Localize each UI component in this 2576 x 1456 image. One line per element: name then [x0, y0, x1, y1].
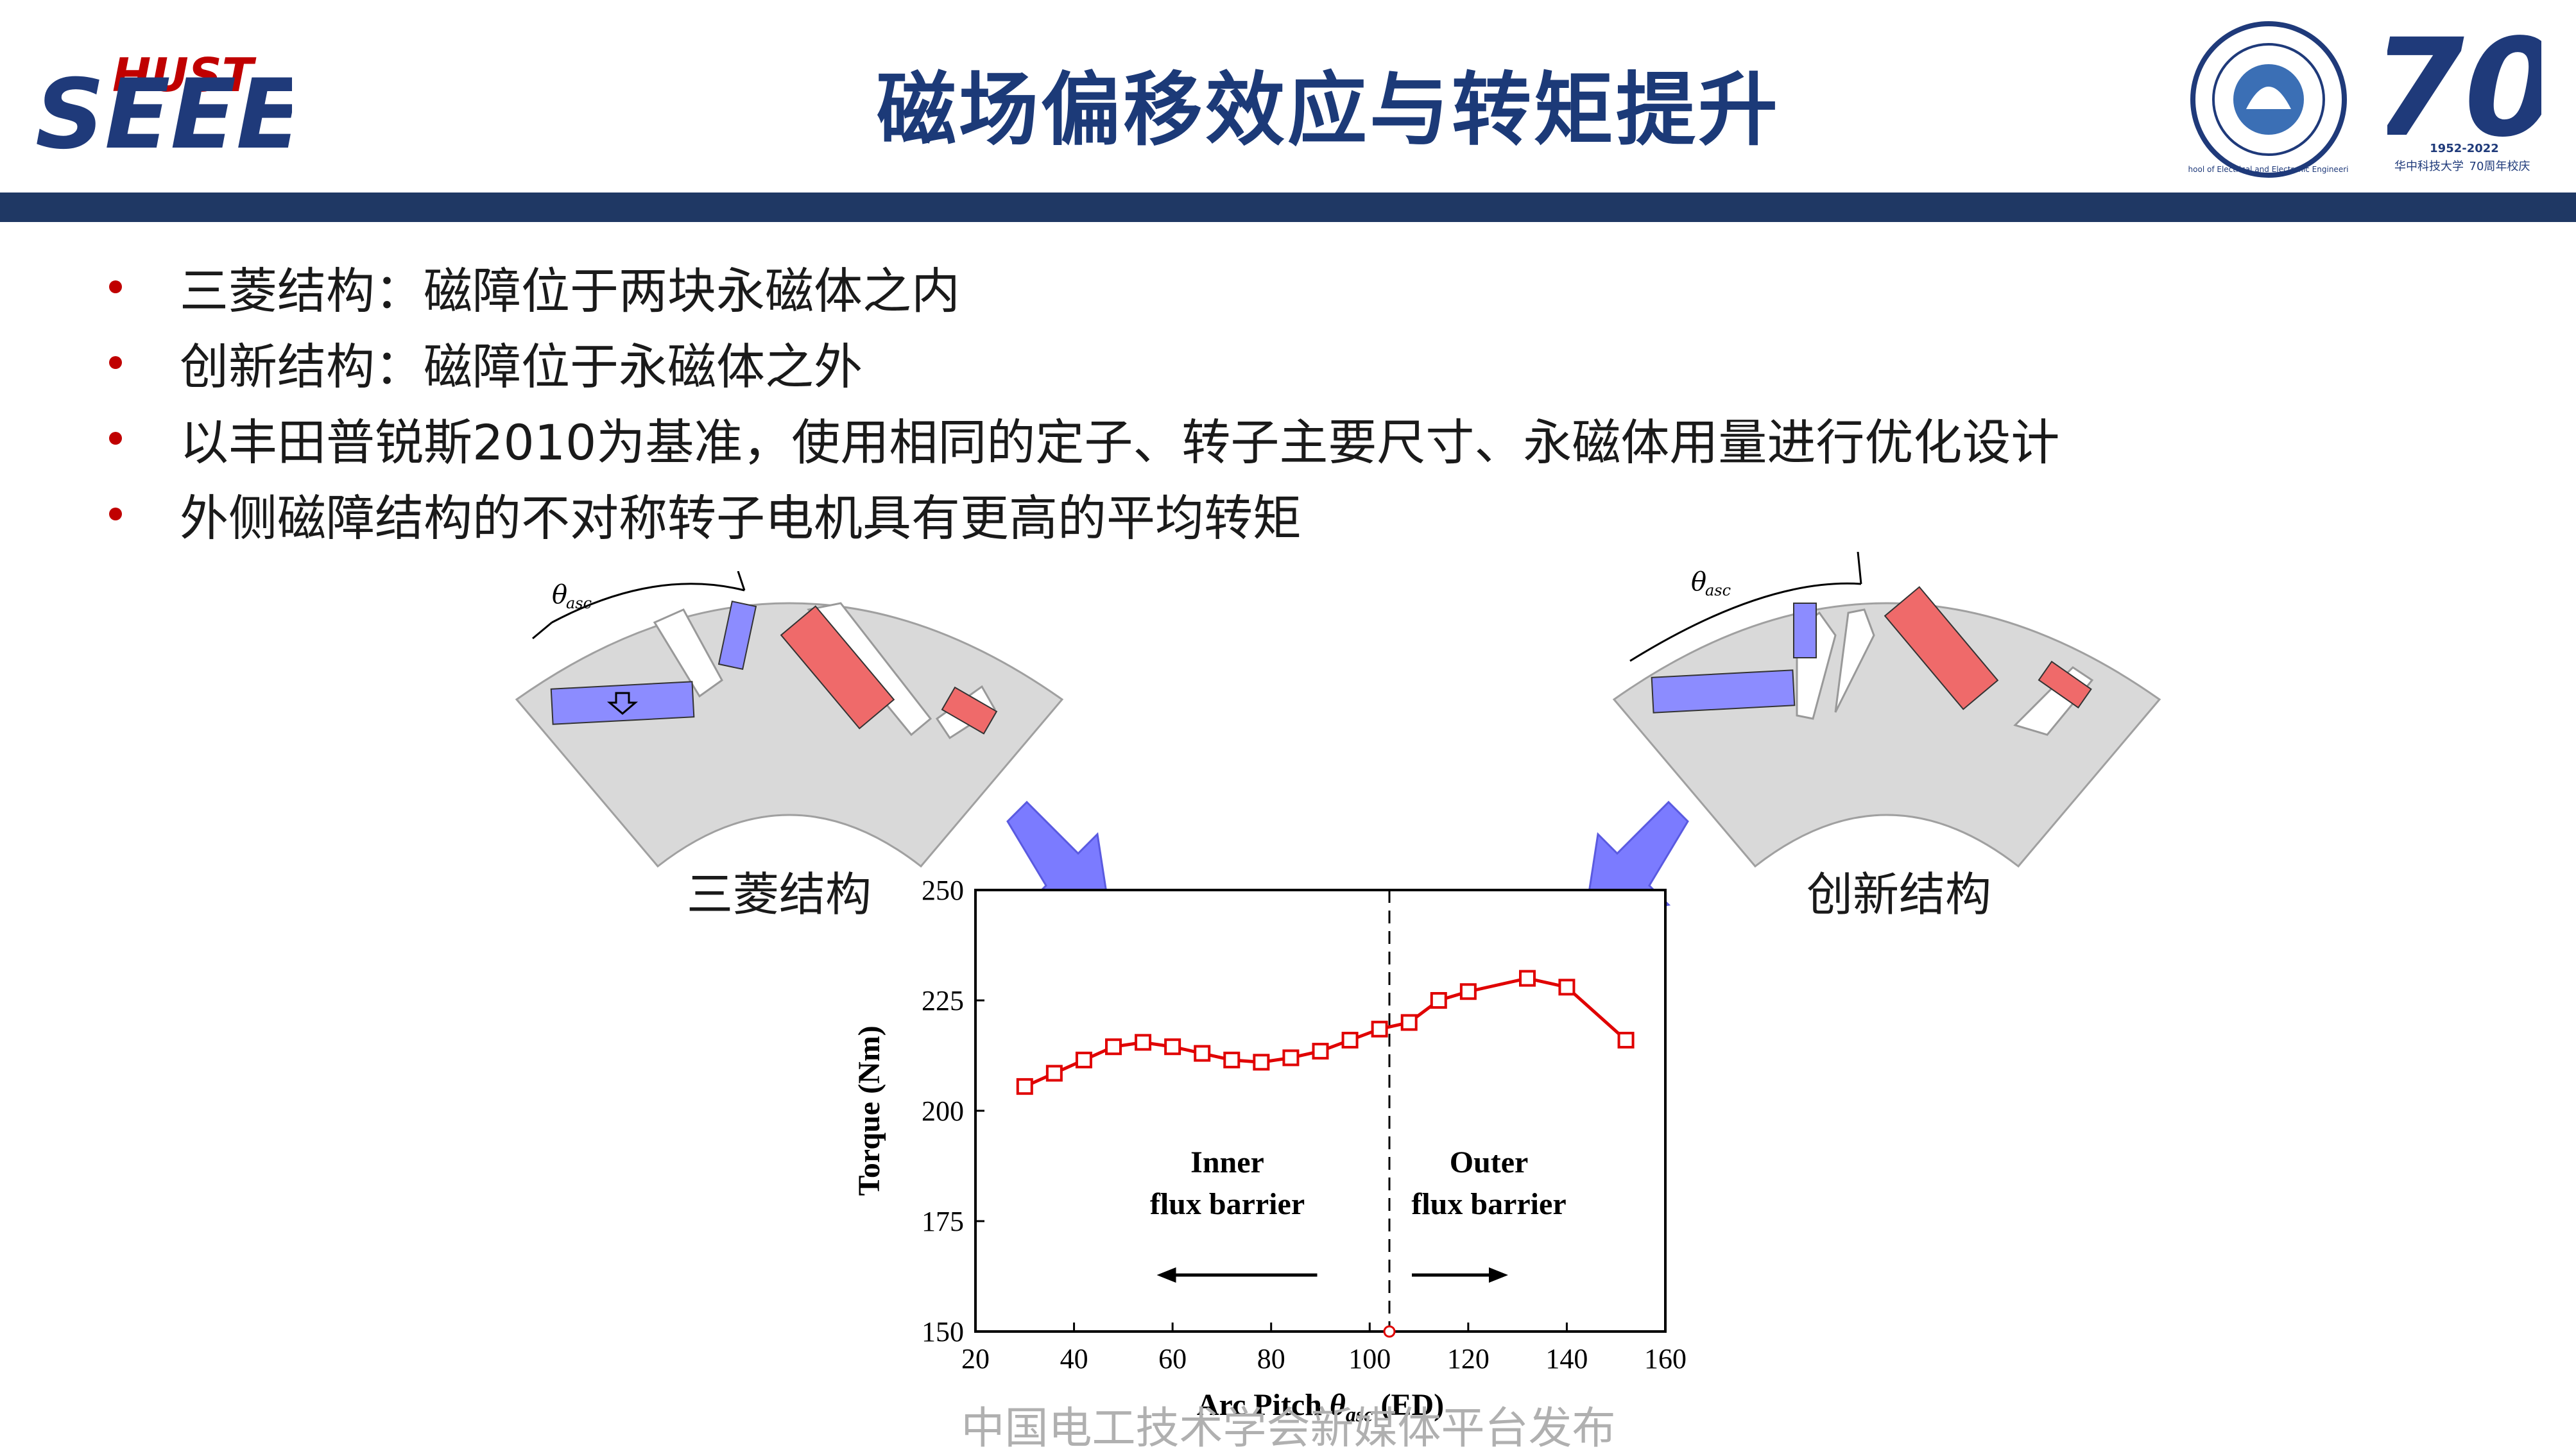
x-tick-label: 160 [1644, 1343, 1687, 1375]
angle-theta-left: θ [552, 580, 567, 610]
annotation-line1: Inner [1190, 1145, 1264, 1179]
page-title: 磁场偏移效应与转矩提升 [876, 64, 1780, 157]
data-point [1400, 1014, 1418, 1031]
anniversary-line2: 70周年校庆 [2469, 160, 2530, 173]
header-band [0, 193, 2576, 222]
divider-marker [1383, 1325, 1396, 1338]
bullet-item: 外侧磁障结构的不对称转子电机具有更高的平均转矩 [109, 476, 2059, 552]
annotation-line2: flux barrier [1411, 1187, 1566, 1221]
data-point [1135, 1034, 1152, 1051]
x-tick-label: 80 [1257, 1343, 1285, 1375]
data-point [1617, 1031, 1635, 1049]
rotor-caption-left: 三菱结构 [687, 868, 872, 921]
data-point [1282, 1049, 1300, 1066]
x-tick-label: 140 [1545, 1343, 1588, 1375]
data-point [1459, 983, 1477, 1000]
x-tick-label: 100 [1348, 1343, 1391, 1375]
y-tick-label: 225 [922, 985, 964, 1016]
bullet-item: 三菱结构：磁障位于两块永磁体之内 [109, 249, 2059, 325]
angle-theta-right: θ [1691, 567, 1706, 597]
logo-hust-text: HUST [112, 48, 257, 102]
school-seal-logo: School of Electrical and Electronic Engi… [2179, 19, 2358, 180]
data-point [1045, 1065, 1063, 1082]
angle-sub-left: asc [566, 594, 592, 612]
y-tick-label: 250 [922, 875, 964, 906]
hust-seee-logo: HUST SEEE [35, 45, 302, 171]
data-point [1223, 1051, 1241, 1068]
bullet-item: 以丰田普锐斯2010为基准，使用相同的定子、转子主要尺寸、永磁体用量进行优化设计 [109, 400, 2059, 476]
anniversary-number: 70 [2387, 16, 2541, 167]
anniversary-line1: 华中科技大学 [2394, 160, 2464, 173]
annotation-line2: flux barrier [1150, 1187, 1305, 1221]
data-point [1519, 970, 1536, 987]
torque-chart: 20 40 60 80 100 120 140 160 150 175 200 225 250 Torqu… [852, 875, 1687, 1426]
annotation-arrowhead [1489, 1267, 1508, 1283]
angle-sub-right: asc [1705, 581, 1731, 599]
annotation-line1: Outer [1450, 1145, 1529, 1179]
data-point [1075, 1051, 1092, 1068]
bullet-item: 创新结构：磁障位于永磁体之外 [109, 325, 2059, 400]
data-point [1558, 979, 1576, 996]
x-tick-label: 120 [1447, 1343, 1490, 1375]
data-point [1016, 1078, 1033, 1095]
y-axis-label: Torque (Nm) [852, 1025, 886, 1195]
x-tick-label: 40 [1060, 1343, 1088, 1375]
data-point [1105, 1038, 1122, 1056]
bullet-text: 外侧磁障结构的不对称转子电机具有更高的平均转矩 [180, 490, 1301, 547]
y-tick-label: 150 [922, 1316, 964, 1348]
x-tick-label: 20 [961, 1343, 990, 1375]
rotor-diagram-left: θ asc [507, 570, 1072, 879]
anniversary-years: 1952-2022 [2430, 142, 2499, 155]
rotor-caption-right: 创新结构 [1807, 868, 1992, 921]
bullet-text: 创新结构：磁障位于永磁体之外 [180, 338, 863, 395]
bullet-list: 三菱结构：磁障位于两块永磁体之内 创新结构：磁障位于永磁体之外 以丰田普锐斯20… [109, 249, 2059, 552]
logo-seee-text: SEEE [35, 59, 292, 160]
data-point [1312, 1043, 1329, 1060]
bullet-dot [109, 356, 122, 369]
data-point [1164, 1038, 1181, 1056]
annotation-arrowhead [1156, 1267, 1176, 1283]
data-point [1430, 992, 1447, 1009]
rotor-diagram-right: θ asc [1604, 551, 2169, 886]
y-tick-label: 200 [922, 1095, 964, 1127]
bullet-dot [109, 280, 122, 293]
data-point [1194, 1045, 1211, 1062]
data-point [1253, 1054, 1270, 1071]
bullet-dot [109, 508, 122, 520]
x-axis-label: Arc Pitch θasc (ED) [1197, 1388, 1444, 1426]
bullet-dot [109, 432, 122, 445]
plot-frame [974, 889, 1667, 1333]
bullet-text: 以丰田普锐斯2010为基准，使用相同的定子、转子主要尺寸、永磁体用量进行优化设计 [180, 414, 2060, 471]
x-tick-label: 60 [1158, 1343, 1187, 1375]
seal-text: School of Electrical and Electronic Engi… [2188, 165, 2349, 174]
data-point [1371, 1020, 1388, 1038]
bullet-text: 三菱结构：磁障位于两块永磁体之内 [180, 262, 960, 320]
anniversary-70-logo: 70 1952-2022 华中科技大学 70周年校庆 [2371, 10, 2558, 189]
data-point [1341, 1031, 1359, 1049]
y-tick-label: 175 [922, 1206, 964, 1237]
watermark: 中国电工技术学会新媒体平台发布 [961, 1403, 1616, 1454]
